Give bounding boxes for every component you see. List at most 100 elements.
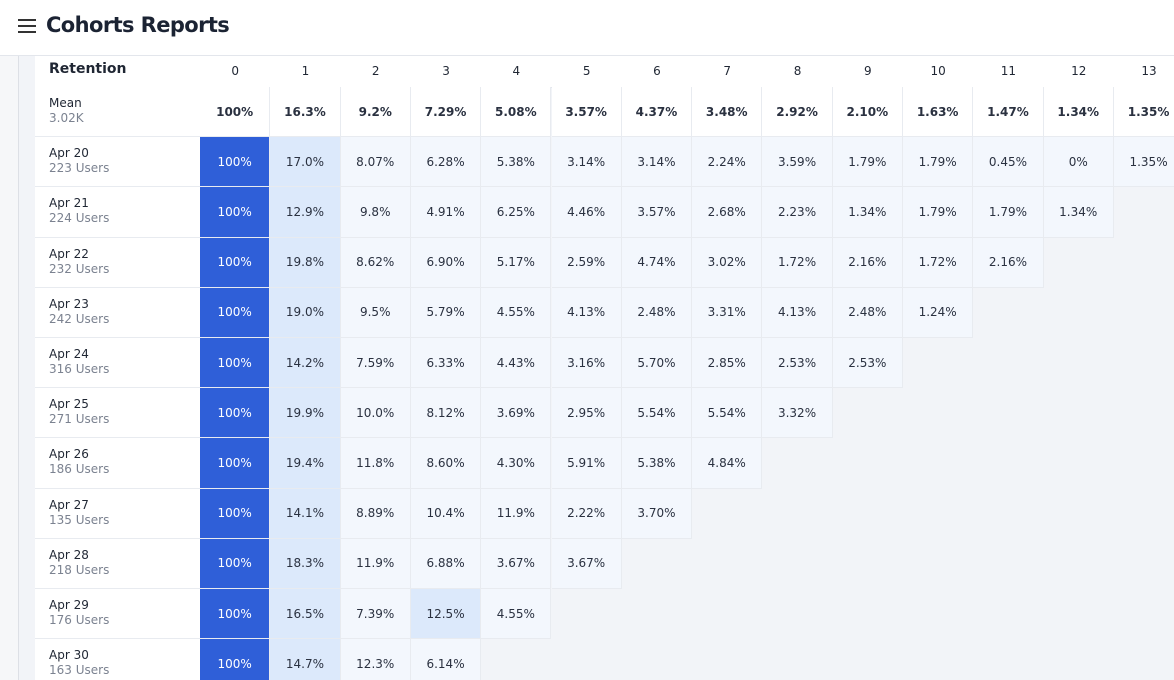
cohort-name: Apr 25	[49, 397, 89, 412]
retention-cell: 100%	[200, 538, 271, 589]
retention-cell: 2.48%	[832, 287, 903, 338]
cohort-label: Apr 21 224 Users	[35, 187, 200, 238]
retention-cell: 8.62%	[340, 237, 411, 288]
cohort-label: Apr 27 135 Users	[35, 488, 200, 539]
column-header: 2	[371, 64, 380, 78]
cohort-name: Apr 23	[49, 296, 89, 311]
column-header: 8	[793, 64, 802, 78]
retention-cell: 10.4%	[410, 488, 482, 539]
menu-button[interactable]	[18, 19, 36, 37]
retention-cell: 7.39%	[340, 589, 411, 640]
retention-cell: 8.89%	[340, 488, 411, 539]
retention-cell: 3.32%	[762, 388, 833, 439]
cohort-label: Apr 29 176 Users	[35, 589, 200, 640]
retention-cell: 4.74%	[621, 237, 693, 288]
cohort-name: Apr 20	[49, 146, 89, 161]
header: Cohorts Reports	[0, 0, 1174, 56]
retention-cell: 12.3%	[340, 639, 411, 680]
retention-cell: 100%	[200, 287, 271, 338]
retention-cell: 2.23%	[762, 187, 833, 238]
retention-cell: 1.24%	[903, 287, 974, 338]
cohort-label: Apr 26 186 Users	[35, 438, 200, 489]
mean-cell: 1.35%	[1113, 87, 1174, 138]
column-header: 13	[1141, 64, 1157, 78]
sidebar	[0, 56, 19, 680]
retention-cell: 1.79%	[903, 187, 974, 238]
mean-cell: 9.2%	[340, 87, 411, 138]
cohort-label: Apr 22 232 Users	[35, 237, 200, 288]
cohort-name: Apr 30	[49, 648, 89, 663]
retention-cell: 2.68%	[692, 187, 763, 238]
cohort-name: Apr 29	[49, 598, 89, 612]
retention-cell: 12.5%	[410, 589, 482, 640]
retention-cell: 18.3%	[270, 538, 341, 589]
retention-cell: 100%	[200, 589, 271, 640]
retention-cell: 6.33%	[410, 338, 482, 389]
retention-cell: 3.67%	[551, 538, 622, 589]
cohort-size: 218 Users	[49, 562, 110, 577]
mean-cell: 2.92%	[762, 87, 833, 138]
column-header: 12	[1071, 64, 1087, 78]
retention-cell: 3.14%	[621, 137, 693, 188]
cohort-label: Apr 20 223 Users	[35, 137, 200, 188]
cohort-size: 176 Users	[49, 613, 110, 627]
retention-cell: 2.95%	[551, 388, 622, 439]
retention-cell: 2.59%	[551, 237, 622, 288]
corner-label: Retention	[49, 61, 127, 77]
cohort-name: Apr 27	[49, 497, 89, 512]
cohort-name: Apr 24	[49, 347, 89, 361]
mean-cell: 5.08%	[481, 87, 552, 138]
retention-cell: 7.59%	[340, 338, 411, 389]
cohort-size: 135 Users	[49, 512, 110, 527]
cohort-size: 232 Users	[49, 261, 110, 276]
retention-cell: 100%	[200, 438, 271, 489]
retention-cell: 0.45%	[973, 137, 1044, 188]
mean-cell: 1.34%	[1043, 87, 1114, 138]
retention-cell: 2.48%	[621, 287, 693, 338]
column-header: 7	[723, 64, 732, 78]
retention-cell: 11.9%	[340, 538, 411, 589]
retention-cell: 11.8%	[340, 438, 411, 489]
cohort-size: 163 Users	[49, 663, 110, 678]
retention-cell: 3.59%	[762, 137, 833, 188]
retention-cell: 6.90%	[410, 237, 482, 288]
retention-cell: 2.16%	[832, 237, 903, 288]
column-header: 6	[653, 64, 661, 78]
column-header: 11	[1000, 64, 1017, 78]
retention-cell: 2.22%	[551, 488, 622, 539]
retention-cell: 3.16%	[551, 338, 622, 389]
cohort-label: Apr 23 242 Users	[35, 287, 200, 338]
retention-cell: 6.14%	[410, 639, 482, 680]
retention-cell: 19.0%	[270, 287, 341, 338]
retention-cell: 9.5%	[340, 287, 411, 338]
retention-cell: 3.02%	[692, 237, 763, 288]
cohort-size: 224 Users	[49, 211, 110, 226]
mean-cell: 2.10%	[832, 87, 903, 138]
cohort-size: 271 Users	[49, 412, 110, 427]
retention-cell: 3.31%	[692, 287, 763, 338]
retention-cell: 5.91%	[551, 438, 622, 489]
cohort-size: 223 Users	[49, 161, 110, 176]
retention-cell: 100%	[200, 338, 271, 389]
retention-cell: 14.1%	[270, 488, 341, 539]
column-header: 9	[864, 64, 872, 78]
retention-cell: 8.12%	[410, 388, 482, 439]
retention-cell: 4.30%	[481, 438, 552, 489]
retention-cell: 100%	[200, 237, 271, 288]
cohort-label: Apr 30 163 Users	[35, 639, 200, 680]
retention-cell: 8.07%	[340, 137, 411, 188]
retention-cell: 0%	[1043, 137, 1114, 188]
cohort-size: 316 Users	[49, 362, 110, 376]
retention-cell: 5.54%	[621, 388, 693, 439]
cohort-size: 242 Users	[49, 311, 110, 326]
retention-cell: 4.43%	[481, 338, 552, 389]
retention-cell: 8.60%	[410, 438, 482, 489]
retention-cell: 1.79%	[903, 137, 974, 188]
cohort-size: 3.02K	[49, 111, 84, 125]
cohort-name: Mean	[49, 96, 82, 110]
retention-cell: 4.13%	[762, 287, 833, 338]
retention-cell: 6.88%	[410, 538, 482, 589]
column-header: 0	[231, 64, 239, 78]
